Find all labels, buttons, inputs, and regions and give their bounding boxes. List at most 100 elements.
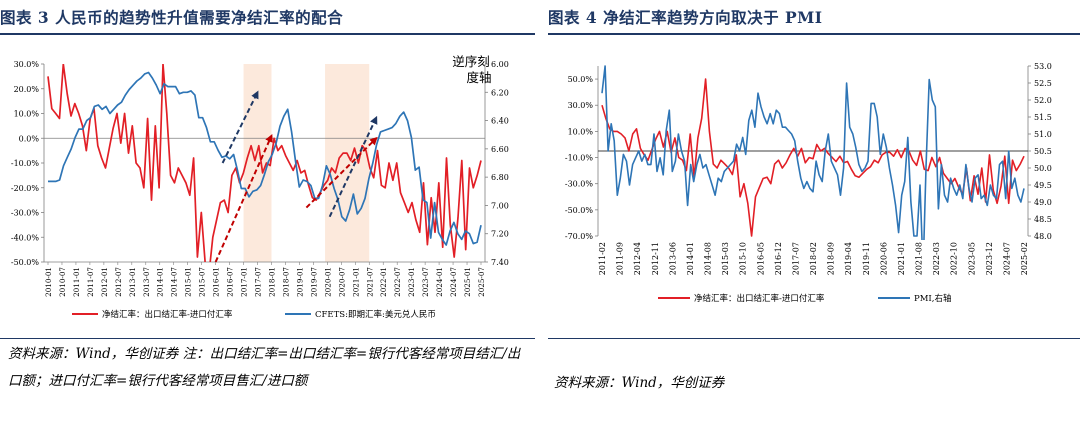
y-right-tick-label: 6.00 [491,60,509,69]
x-tick-label: 2015-01 [184,267,193,297]
legend-label: 净结汇率：出口结汇率-进口付汇率 [102,309,233,320]
y-right-tick-label: 6.40 [491,117,509,126]
y-right-tick-label: 49.0 [1034,198,1052,207]
x-tick-label: 2020-07 [337,267,346,297]
x-tick-label: 2014-01 [686,242,695,275]
x-tick-label: 2022-01 [379,267,388,297]
x-tick-label: 2013-06 [668,242,677,275]
x-tick-label: 2023-05 [967,242,976,275]
title-rule [548,33,1080,35]
x-tick-label: 2018-09 [827,242,836,275]
y-left-tick-label: 10.0% [568,127,594,136]
y-right-tick-label: 6.20 [491,88,509,97]
y-left-tick-label: -40.0% [11,233,40,242]
chart-title: 图表 4 净结汇率趋势方向取决于 PMI [548,8,823,27]
x-tick-label: 2012-07 [114,267,123,297]
x-tick-label: 2024-07 [449,267,458,297]
trend-arrow-2 [221,90,259,164]
rmb-netfx-chart: 30.0% 20.0% 10.0% 0.0% -10.0% -20.0% -30.0% -40… [11,54,509,320]
source-note: 资料来源：Wind，华创证券 [554,375,725,391]
y-left-tick-label: -30.0% [565,180,594,189]
x-tick-label: 2014-01 [156,267,165,297]
trend-arrow-4 [328,115,378,218]
x-tick-label: 2022-10 [950,242,959,275]
x-tick-label: 2017-07 [791,242,800,275]
x-tick-label: 2025-01 [463,267,472,297]
y-right-tick-label: 49.5 [1034,181,1052,190]
x-tick-label: 2014-07 [170,267,179,297]
chart-title: 图表 3 人民币的趋势性升值需要净结汇率的配合 [0,8,344,27]
x-tick-label: 2013-07 [142,267,151,297]
y-left-tick-label: -20.0% [11,184,40,193]
trend-arrow-3 [305,136,378,209]
y-left-tick-label: 30.0% [14,60,40,69]
chart-bottom-rule [548,338,1080,339]
y-right-tick-label: 7.00 [491,201,509,210]
chart-bottom-rule [0,338,535,339]
x-tick-label: 2016-07 [226,267,235,297]
x-tick-label: 2019-01 [295,267,304,297]
x-tick-label: 2017-01 [240,267,249,297]
x-tick-label: 2012-01 [100,267,109,297]
y-left-tick-label: 30.0% [568,101,594,110]
y-right-tick-label: 48.0 [1034,232,1052,241]
y-left-tick-label: -50.0% [565,206,594,215]
x-tick-label: 2016-01 [212,267,221,297]
x-tick-label: 2020-01 [323,267,332,297]
x-tick-label: 2018-07 [281,267,290,297]
x-tick-label: 2022-07 [393,267,402,297]
series-line-1 [601,78,1025,237]
y-left-tick-label: -50.0% [11,258,40,267]
y-right-tick-label: 50.0 [1034,164,1052,173]
x-tick-label: 2011-09 [616,242,625,275]
highlight-band-2 [325,64,370,262]
legend-label: 净结汇率：出口结汇率-进口付汇率 [694,293,825,304]
x-tick-label: 2023-07 [421,267,430,297]
y-left-tick-label: 10.0% [14,110,40,119]
x-tick-label: 2025-07 [477,267,486,297]
x-tick-label: 2023-12 [985,242,994,275]
y-right-tick-label: 51.5 [1034,113,1052,122]
y-right-tick-label: 48.5 [1034,215,1052,224]
series-line-2 [48,71,482,246]
x-tick-label: 2017-07 [254,267,263,297]
y-left-tick-label: 0.0% [19,134,40,143]
source-note: 资料来源：Wind，华创证券 注：出口结汇率=出口结汇率=银行代客经常项目结汇/… [8,346,521,389]
x-tick-label: 2024-07 [1002,242,1011,275]
y-left-tick-label: -10.0% [565,154,594,163]
y-right-tick-label: 6.80 [491,173,509,182]
x-tick-label: 2010-07 [58,267,67,297]
y-left-tick-label: -10.0% [11,159,40,168]
x-tick-label: 2019-04 [844,242,853,275]
x-tick-label: 2019-07 [309,267,318,297]
x-tick-label: 2012-04 [633,242,642,275]
x-tick-label: 2019-11 [862,242,871,275]
x-tick-label: 2015-07 [198,267,207,297]
x-tick-label: 2023-01 [407,267,416,297]
series-line-1 [47,64,482,262]
x-tick-label: 2014-08 [704,242,713,275]
title-rule [0,33,535,35]
x-tick-label: 2024-01 [435,267,444,297]
x-tick-label: 2022-03 [932,242,941,275]
y-right-tick-label: 51.0 [1034,130,1052,139]
y-right-tick-label: 7.40 [491,258,509,267]
legend-label: CFETS:即期汇率:美元兑人民币 [315,309,436,320]
axis-annotation: 度轴 [466,70,491,85]
x-tick-label: 2025-02 [1020,242,1029,275]
axis-annotation: 逆序刻 [452,54,490,69]
x-tick-label: 2011-07 [86,267,95,297]
y-left-tick-label: 20.0% [14,85,40,94]
y-left-tick-label: -30.0% [11,209,40,218]
y-right-tick-label: 52.0 [1034,96,1052,105]
x-tick-label: 2020-06 [879,242,888,275]
y-right-tick-label: 7.20 [491,230,509,239]
x-tick-label: 2015-03 [721,242,730,275]
x-tick-label: 2013-01 [128,267,137,297]
y-left-tick-label: -70.0% [565,232,594,241]
x-tick-label: 2016-12 [774,242,783,275]
x-tick-label: 2016-05 [756,242,765,275]
x-tick-label: 2018-02 [809,242,818,275]
y-right-tick-label: 52.5 [1034,79,1052,88]
y-right-tick-label: 50.5 [1034,147,1052,156]
